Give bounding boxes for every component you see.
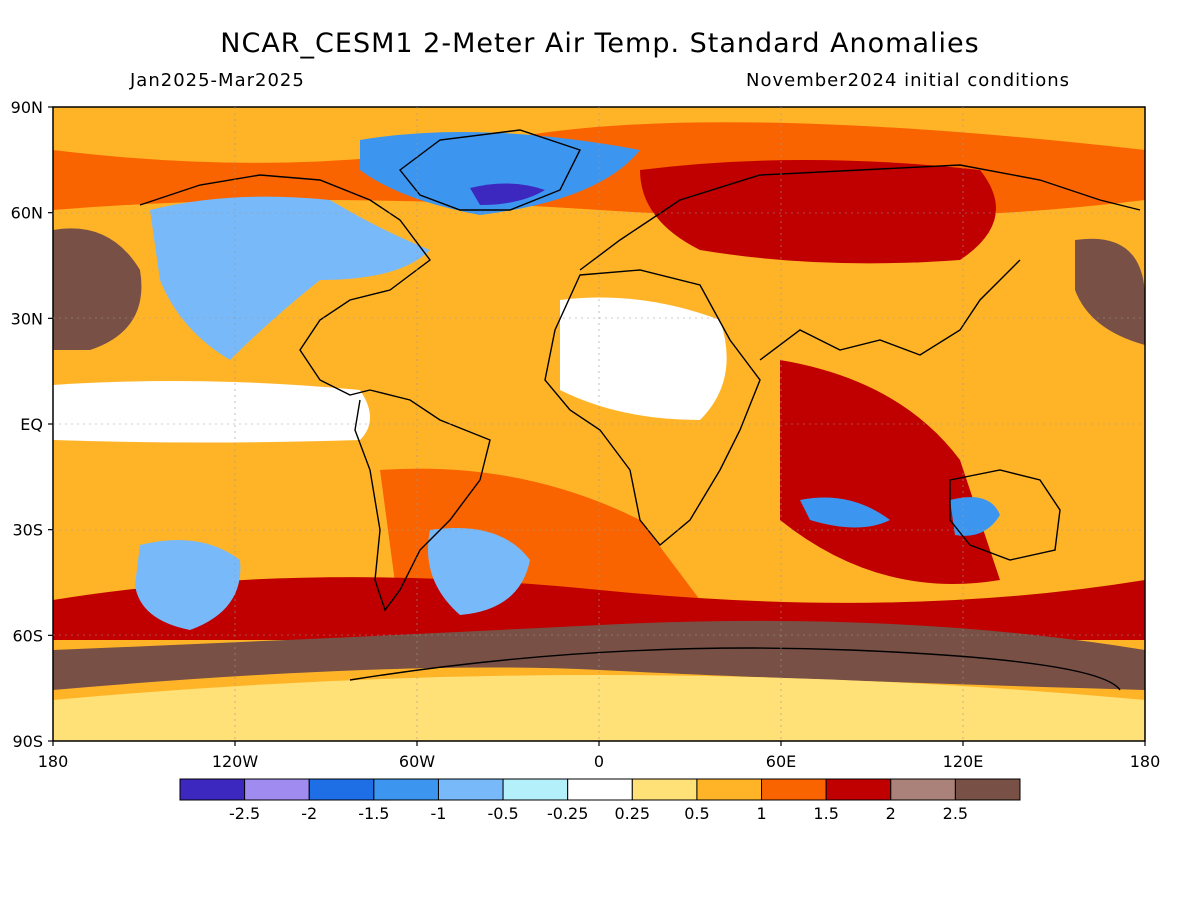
colorbar-swatch — [761, 778, 827, 801]
lat-label: 90N — [11, 98, 43, 117]
colorbar-label: -0.5 — [487, 804, 518, 823]
colorbar-label: -1.5 — [358, 804, 389, 823]
lat-label: 90S — [12, 732, 43, 751]
colorbar-label: -2 — [301, 804, 317, 823]
greenland-cold — [360, 132, 640, 215]
lon-label: 120W — [212, 752, 259, 771]
colorbar-label: 1.5 — [813, 804, 838, 823]
eurasia-warm — [640, 160, 996, 264]
chart-title: NCAR_CESM1 2-Meter Air Temp. Standard An… — [220, 28, 980, 59]
colorbar-swatch — [244, 778, 310, 801]
colorbar-label: -1 — [430, 804, 446, 823]
map-field — [53, 107, 1145, 741]
colorbar — [179, 778, 1021, 801]
colorbar-swatch — [696, 778, 763, 801]
colorbar-label: -2.5 — [229, 804, 260, 823]
lon-axis-labels: 180 120W 60W 0 60E 120E 180 — [38, 752, 1161, 771]
colorbar-labels: -2.5 -2 -1.5 -1 -0.5 -0.25 0.25 0.5 1 1.5 2 2.5 — [229, 804, 968, 823]
lon-label: 120E — [943, 752, 984, 771]
colorbar-label: 0.5 — [684, 804, 709, 823]
colorbar-swatch — [373, 778, 439, 801]
antarctic-ocean-band — [53, 620, 1145, 690]
lon-label: 180 — [38, 752, 69, 771]
colorbar-swatch — [567, 778, 633, 801]
colorbar-swatch — [954, 778, 1021, 801]
south-pacific-cold — [135, 540, 241, 630]
equatorial-pacific-neutral — [53, 381, 370, 443]
lon-label: 0 — [594, 752, 604, 771]
lon-label: 180 — [1130, 752, 1161, 771]
lat-label: 30S — [12, 521, 43, 540]
lon-label: 60E — [766, 752, 796, 771]
lat-axis-labels: 90N 60N 30N EQ 30S 60S 90S — [11, 98, 43, 751]
north-africa-neutral — [560, 297, 727, 420]
lat-label: 60S — [12, 626, 43, 645]
colorbar-swatch — [502, 778, 569, 801]
lat-label: 30N — [11, 309, 43, 328]
australia-cold — [950, 497, 1000, 536]
colorbar-label: 2 — [886, 804, 896, 823]
north-america-cold — [150, 196, 430, 360]
west-pacific-warm — [1075, 238, 1145, 345]
colorbar-label: 2.5 — [943, 804, 968, 823]
north-pacific-warm — [53, 228, 142, 350]
initial-conditions-label: November2024 initial conditions — [746, 70, 1070, 91]
colorbar-label: -0.25 — [547, 804, 588, 823]
indian-ocean-red — [780, 360, 1000, 584]
colorbar-label: 1 — [756, 804, 766, 823]
greenland-core — [470, 183, 545, 205]
lat-label: EQ — [20, 415, 43, 434]
colorbar-swatch — [631, 778, 698, 801]
indian-ocean-cold — [800, 497, 890, 528]
colorbar-label: 0.25 — [614, 804, 650, 823]
lat-label: 60N — [11, 204, 43, 223]
south-atlantic-cold — [428, 528, 530, 615]
colorbar-swatch — [437, 778, 504, 801]
axis-ticks — [48, 106, 1146, 746]
colorbar-swatch — [308, 778, 375, 801]
colorbar-swatch — [890, 778, 956, 801]
period-label: Jan2025-Mar2025 — [130, 70, 305, 91]
gridlines — [53, 107, 1145, 741]
colorbar-swatch — [179, 778, 246, 801]
lon-label: 60W — [399, 752, 435, 771]
coastlines — [139, 129, 1141, 691]
colorbar-swatch — [825, 778, 892, 801]
